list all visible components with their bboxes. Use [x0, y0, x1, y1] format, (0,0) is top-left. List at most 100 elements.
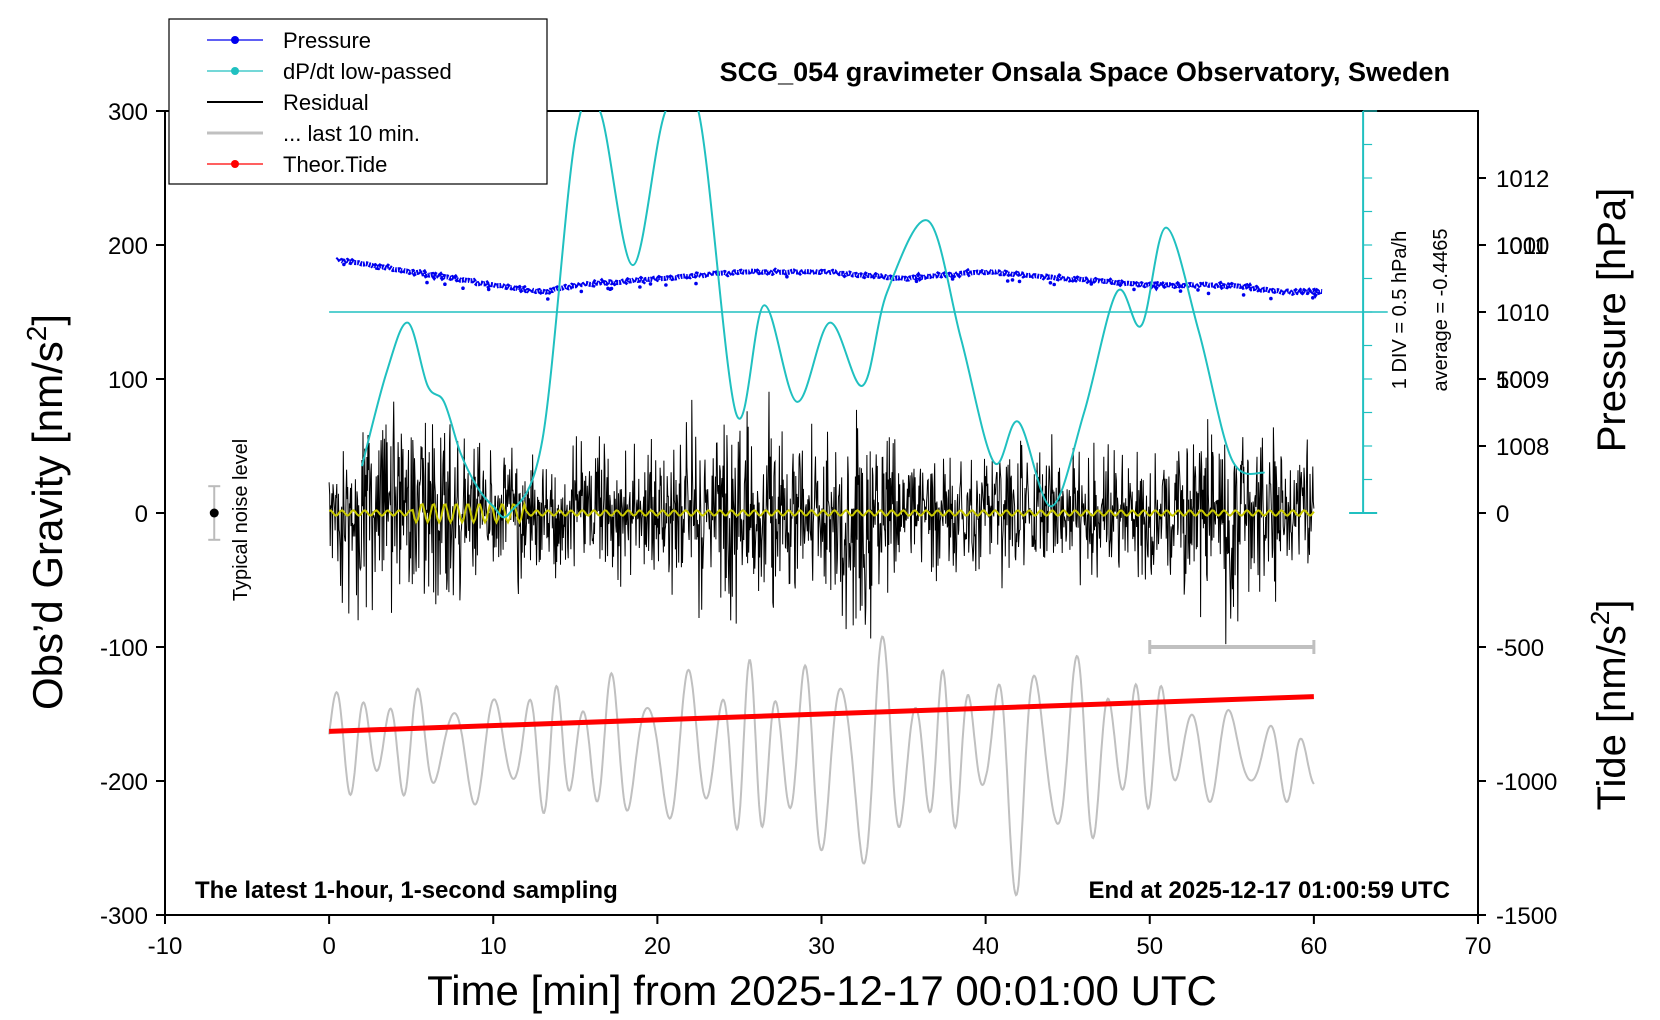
- tide-axis-label-main: Tide: [1590, 734, 1634, 810]
- pressure-point: [914, 279, 919, 284]
- legend-label-tide: Theor.Tide: [283, 152, 387, 177]
- tide-tick-label: 1000: [1496, 233, 1549, 260]
- pressure-point: [664, 283, 668, 287]
- pressure-point: [342, 262, 346, 267]
- pressure-point: [1269, 296, 1273, 301]
- x-tick-label: 0: [322, 933, 335, 960]
- tide-axis-label-unit: [nm/s: [1590, 625, 1634, 723]
- axis-ticks: -10 0 10 20 30 40 50 60 70-300-200-1000100200300…: [100, 99, 1557, 960]
- legend-label-residual: Residual: [283, 90, 369, 115]
- pressure-tick-label: 1009: [1496, 367, 1549, 394]
- residual-line: [328, 391, 1315, 645]
- x-axis-label: Time [min] from 2025-12-17 00:01:00 UTC: [427, 967, 1217, 1014]
- tide-tick-label: -1000: [1496, 769, 1557, 796]
- pressure-point: [648, 282, 653, 286]
- pressure-tick-label: 1012: [1496, 166, 1549, 193]
- scale-average-label: average = -0.4465: [1430, 229, 1452, 392]
- legend-item-pressure: Pressure: [207, 28, 371, 53]
- pressure-point: [1196, 288, 1200, 292]
- tide-axis-label: Tide [nm/s2]: [1585, 600, 1634, 811]
- pressure-tick-label: 1010: [1496, 300, 1549, 327]
- legend-item-tide: Theor.Tide: [207, 152, 387, 177]
- pressure-point: [425, 280, 429, 285]
- pressure-point: [694, 281, 698, 286]
- pressure-point: [443, 282, 447, 287]
- tide-axis-label-sup: 2: [1585, 611, 1615, 625]
- annotations: [208, 110, 1378, 654]
- y-tick-label: -300: [100, 903, 148, 930]
- scale-div-label: 1 DIV = 0.5 hPa/h: [1389, 231, 1411, 389]
- pressure-point: [609, 286, 614, 291]
- legend: Pressure dP/dt low-passed Residual ... l…: [168, 18, 548, 185]
- pressure-point: [1241, 293, 1246, 297]
- legend-marker-pressure: [231, 36, 239, 44]
- residual-lowpass-line: [328, 500, 1315, 525]
- legend-label-pressure: Pressure: [283, 28, 371, 53]
- pressure-tick-label: 1011: [1496, 233, 1548, 260]
- pressure-point: [461, 286, 465, 291]
- legend-label-last10: ... last 10 min.: [283, 121, 420, 146]
- footer-left: The latest 1-hour, 1-second sampling: [195, 877, 618, 904]
- x-tick-label: 40: [972, 933, 999, 960]
- dpdt-line: [360, 111, 1265, 519]
- y-tick-label: 0: [135, 501, 148, 528]
- x-tick-label: -10: [148, 933, 183, 960]
- footer-right: End at 2025-12-17 01:00:59 UTC: [1089, 877, 1451, 904]
- pressure-point: [1017, 279, 1022, 284]
- dpdt-series: [329, 111, 1388, 519]
- tide-tick-label: -1500: [1496, 903, 1557, 930]
- residual-series: [328, 391, 1315, 645]
- tide-tick-label: -500: [1496, 635, 1544, 662]
- tide-tick-label: 500: [1496, 367, 1536, 394]
- chart-title: SCG_054 gravimeter Onsala Space Observat…: [720, 57, 1450, 87]
- x-tick-label: 10: [480, 933, 507, 960]
- pressure-series: [335, 254, 1323, 301]
- y-axis-label-sup: 2: [21, 326, 52, 342]
- x-tick-label: 50: [1136, 933, 1163, 960]
- y-tick-label: -200: [100, 769, 148, 796]
- last-10-min-series: [328, 635, 1315, 897]
- x-tick-label: 20: [644, 933, 671, 960]
- theor-tide-series: [329, 694, 1314, 734]
- pressure-point: [1132, 287, 1136, 292]
- pressure-point: [1005, 279, 1010, 283]
- y-axis-label-main: Obs’d Gravity: [24, 456, 71, 710]
- pressure-point: [546, 297, 550, 301]
- noise-level-label: Typical noise level: [230, 439, 252, 601]
- pressure-point: [1010, 278, 1015, 282]
- tide-tick-label: 0: [1496, 501, 1509, 528]
- last-10-min-line: [328, 635, 1315, 897]
- pressure-point: [1048, 281, 1053, 285]
- x-tick-label: 60: [1301, 933, 1328, 960]
- legend-label-dpdt: dP/dt low-passed: [283, 59, 452, 84]
- x-tick-label: 70: [1465, 933, 1492, 960]
- y-tick-label: -100: [100, 635, 148, 662]
- pressure-point: [950, 277, 955, 281]
- pressure-point: [785, 274, 789, 279]
- pressure-point: [1178, 289, 1183, 293]
- y-axis-label-unit: [nm/s: [24, 341, 71, 444]
- pressure-tick-label: 1008: [1496, 434, 1549, 461]
- legend-marker-dpdt: [231, 67, 239, 75]
- y-tick-label: 300: [108, 99, 148, 126]
- x-tick-label: 30: [808, 933, 835, 960]
- tide-line: [329, 694, 1314, 734]
- pressure-point: [1311, 296, 1315, 300]
- legend-item-last10: ... last 10 min.: [207, 121, 420, 146]
- legend-item-dpdt: dP/dt low-passed: [207, 59, 452, 84]
- pressure-point: [638, 285, 642, 289]
- legend-marker-tide: [231, 160, 239, 168]
- legend-item-residual: Residual: [207, 90, 369, 115]
- tide-axis-label-close: ]: [1590, 600, 1634, 611]
- pressure-point: [1052, 282, 1056, 287]
- pressure-point: [486, 287, 491, 292]
- y-axis-label-close: ]: [24, 314, 71, 326]
- pressure-point: [579, 289, 584, 294]
- noise-marker-point: [209, 508, 219, 518]
- pressure-point: [1089, 282, 1094, 286]
- pressure-point: [1206, 291, 1211, 296]
- y-axis-label: Obs’d Gravity [nm/s2]: [21, 314, 71, 710]
- y-tick-label: 200: [108, 233, 148, 260]
- y-tick-label: 100: [108, 367, 148, 394]
